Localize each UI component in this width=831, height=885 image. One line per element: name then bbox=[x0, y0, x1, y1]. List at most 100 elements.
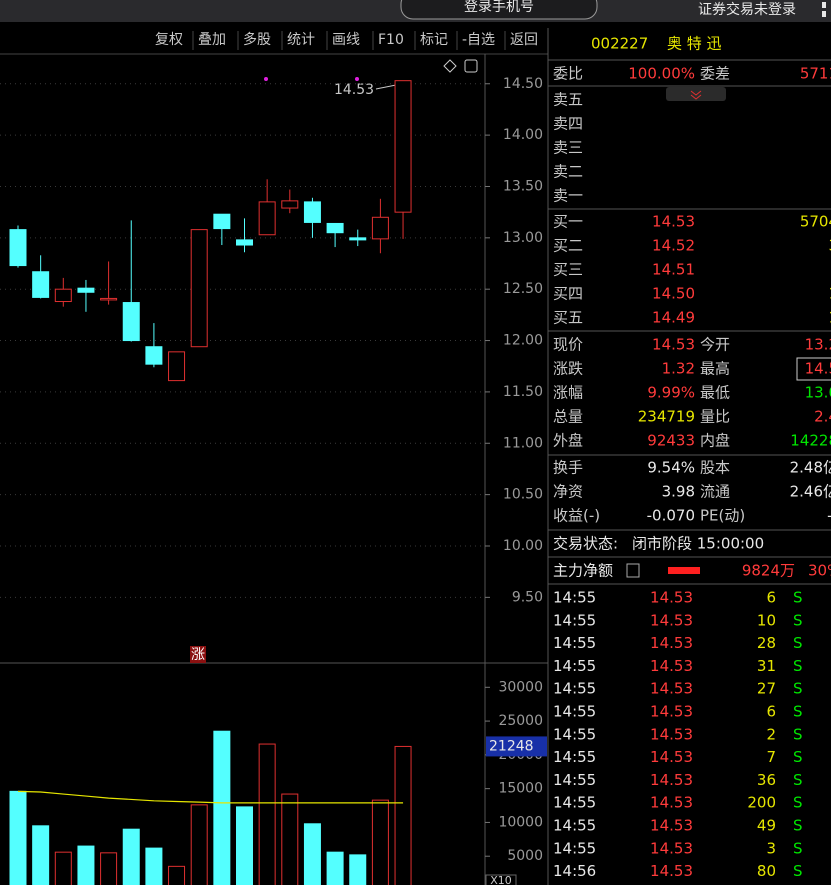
buy-label: 买二 bbox=[553, 237, 583, 255]
toolbar-button[interactable]: F10 bbox=[378, 32, 404, 48]
quote-value: 13.2 bbox=[805, 336, 831, 354]
trade-volume: 36 bbox=[757, 771, 776, 789]
buy-label: 买一 bbox=[553, 213, 583, 231]
buy-volume: 5704 bbox=[800, 213, 831, 231]
volume-bar bbox=[145, 847, 163, 885]
toolbar-button[interactable]: 多股 bbox=[243, 31, 271, 48]
volume-bar bbox=[371, 799, 389, 885]
trade-side: S bbox=[793, 634, 803, 652]
y-tick-label: 11.00 bbox=[503, 435, 543, 451]
volume-bar bbox=[281, 793, 299, 885]
flow-pct: 30% bbox=[808, 562, 831, 580]
trade-time: 14:55 bbox=[553, 839, 596, 857]
y-tick-label: 13.50 bbox=[503, 178, 543, 194]
trade-side: S bbox=[793, 839, 803, 857]
buy-label: 买三 bbox=[553, 261, 583, 279]
login-text[interactable]: 登录手机号 bbox=[464, 0, 534, 15]
quote-value: 1.32 bbox=[662, 360, 695, 378]
buy-label: 买五 bbox=[553, 309, 583, 327]
trade-side: S bbox=[793, 725, 803, 743]
candle-body bbox=[54, 288, 72, 303]
quote-label: 净资 bbox=[553, 483, 583, 501]
trade-side: S bbox=[793, 703, 803, 721]
quote-value: 2.46亿 bbox=[790, 483, 831, 501]
trade-time: 14:55 bbox=[553, 794, 596, 812]
candle-body bbox=[371, 216, 389, 240]
volume-bar bbox=[100, 852, 118, 885]
toolbar-button[interactable]: 统计 bbox=[287, 32, 315, 48]
trade-price: 14.53 bbox=[650, 817, 693, 835]
trade-time: 14:55 bbox=[553, 611, 596, 629]
buy-price: 14.49 bbox=[652, 309, 695, 327]
toolbar-button[interactable]: 标记 bbox=[420, 32, 448, 48]
trade-side: S bbox=[793, 748, 803, 766]
current-volume-box bbox=[486, 736, 547, 757]
quote-label: 收益(-) bbox=[553, 507, 600, 525]
login-button[interactable] bbox=[400, 0, 598, 20]
status: 闭市阶段 15:00:00 bbox=[632, 535, 764, 553]
label: 委差 bbox=[700, 65, 730, 83]
diff: 5711 bbox=[800, 65, 831, 83]
candle-body bbox=[77, 287, 95, 293]
candle-body bbox=[190, 229, 208, 348]
y-tick-label: 10.50 bbox=[503, 487, 543, 503]
toolbar-button[interactable]: 复权 bbox=[155, 31, 183, 48]
quote-label: 内盘 bbox=[700, 432, 730, 450]
trade-time: 14:55 bbox=[553, 748, 596, 766]
volume-bar bbox=[122, 828, 140, 885]
candle-body bbox=[236, 239, 253, 246]
volume-bar bbox=[326, 851, 344, 885]
y-tick-label: 30000 bbox=[498, 679, 543, 695]
quote-value: 3.98 bbox=[662, 483, 695, 501]
quote-value: 234719 bbox=[638, 408, 695, 426]
trade-volume: 10 bbox=[757, 611, 776, 629]
volume-unit: X10 bbox=[490, 874, 512, 885]
quote-label: 涨跌 bbox=[553, 360, 583, 378]
volume-bar bbox=[9, 790, 27, 885]
volume-ma bbox=[17, 790, 404, 804]
flow: 9824万 bbox=[742, 562, 795, 580]
quote-value: 9.99% bbox=[647, 384, 695, 402]
collapse-button[interactable] bbox=[666, 87, 726, 101]
trade-volume: 80 bbox=[757, 862, 776, 880]
quote-label: 外盘 bbox=[553, 432, 583, 450]
y-tick-label: 14.50 bbox=[503, 76, 543, 92]
toolbar-button[interactable]: -自选 bbox=[462, 32, 495, 48]
icon[interactable] bbox=[443, 59, 457, 73]
current-volume: 21248 bbox=[489, 738, 534, 754]
volume-bar bbox=[349, 854, 367, 885]
trade-volume: 2 bbox=[766, 725, 776, 743]
menu-icon[interactable] bbox=[822, 2, 826, 8]
candle-body bbox=[168, 351, 186, 382]
volume-bar bbox=[258, 743, 276, 885]
buy-volume: 1 bbox=[828, 309, 831, 327]
trade-price: 14.53 bbox=[650, 634, 693, 652]
limit-up-marker: 涨 bbox=[191, 647, 205, 663]
trade-side: S bbox=[793, 817, 803, 835]
buy-price: 14.53 bbox=[652, 213, 695, 231]
icon[interactable] bbox=[464, 59, 478, 73]
dynamic: 复权 叠加 多股 统计 画线 F10 标记 -自选 返回14.5014.0013.5013.00… bbox=[0, 31, 831, 885]
buy-volume: 3 bbox=[828, 237, 831, 255]
menu-icon[interactable] bbox=[822, 11, 826, 17]
candle-body bbox=[281, 200, 299, 209]
trade-time: 14:55 bbox=[553, 703, 596, 721]
trade-price: 14.53 bbox=[650, 657, 693, 675]
stock-name: 奥 特 迅 bbox=[667, 35, 722, 53]
volume-bar bbox=[303, 823, 321, 885]
candle-body bbox=[122, 302, 140, 342]
quote-label: 总量 bbox=[553, 408, 583, 426]
toolbar-button[interactable]: 叠加 bbox=[198, 32, 226, 48]
trade-volume: 7 bbox=[766, 748, 776, 766]
y-tick-label: 9.50 bbox=[512, 589, 543, 605]
trade-price: 14.53 bbox=[650, 794, 693, 812]
collapse-icon[interactable] bbox=[690, 90, 702, 100]
trade-status[interactable]: 证券交易未登录 bbox=[698, 1, 796, 18]
toolbar-button[interactable]: 画线 bbox=[332, 32, 360, 48]
toolbar-button[interactable]: 返回 bbox=[510, 32, 538, 48]
trade-price: 14.53 bbox=[650, 589, 693, 607]
buy-price: 14.51 bbox=[652, 261, 695, 279]
quote-label: 今开 bbox=[700, 336, 730, 354]
quote-label: PE(动) bbox=[700, 507, 745, 525]
